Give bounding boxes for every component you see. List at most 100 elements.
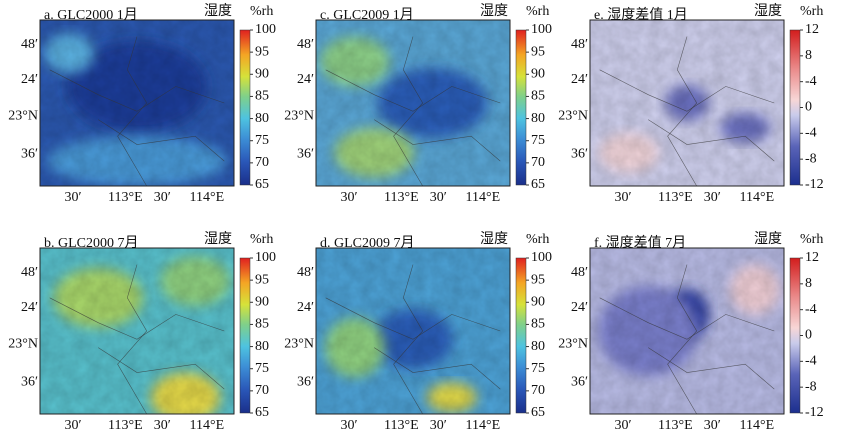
x-tick-label: 30′ — [704, 418, 721, 431]
colorbar-tick-label: -4 — [805, 74, 817, 89]
boundary — [374, 347, 501, 390]
colorbar-label: 湿度 — [480, 231, 508, 247]
y-tick-label: 23°N — [558, 336, 588, 351]
map — [590, 20, 784, 186]
colorbar — [515, 29, 527, 186]
colorbar — [789, 257, 801, 414]
x-tick-label: 30′ — [614, 418, 631, 431]
colorbar-tick-label: -4 — [805, 302, 817, 317]
map-texture — [40, 20, 234, 186]
y-tick-label: 36′ — [571, 147, 588, 162]
y-tick-label: 36′ — [571, 375, 588, 390]
colorbar-tick-label: -12 — [805, 177, 824, 192]
colorbar-tick-label: 65 — [531, 405, 545, 420]
x-tick-label: 113°E — [108, 418, 143, 431]
panel: b. GLC2000 7月 湿度 %rh 100 95 90 85 80 75 70 65 48′ 24… — [8, 231, 276, 431]
panel: c. GLC2009 1月 湿度 %rh 100 95 90 85 80 75 70 65 48′ 24… — [284, 3, 552, 205]
x-tick-label: 114°E — [466, 190, 501, 205]
colorbar-tick-label: 8 — [805, 48, 812, 63]
map-frame — [589, 247, 785, 415]
colorbar-tick-label: 70 — [531, 155, 545, 170]
colorbar-tick-label: 70 — [531, 383, 545, 398]
colorbar-tick-label: 65 — [255, 177, 269, 192]
colorbar-tick-label: 100 — [255, 22, 276, 37]
y-tick-label: 48′ — [571, 37, 588, 52]
colorbar-tick-label: 100 — [531, 22, 552, 37]
x-tick-label: 30′ — [154, 190, 171, 205]
colorbar-tick-label: 100 — [531, 250, 552, 265]
colorbar-tick-label: 70 — [255, 383, 269, 398]
x-tick-label: 113°E — [658, 418, 693, 431]
colorbar-tick-label: 75 — [255, 133, 269, 148]
map-frame — [39, 247, 235, 415]
colorbar-tick-label: 90 — [531, 67, 545, 82]
y-tick-label: 48′ — [571, 265, 588, 280]
panel: f. 湿度差值 7月 湿度 %rh 12 8 -4 0 -4 -8 -12 48′ 24′ 23°N 36… — [558, 231, 823, 431]
colorbar-label: 湿度 — [754, 231, 782, 247]
panel-title: b. GLC2000 7月 — [44, 235, 139, 251]
map-frame — [589, 19, 785, 187]
map-frame — [39, 19, 235, 187]
colorbar-tick-label: 80 — [255, 339, 269, 354]
x-tick-label: 30′ — [614, 190, 631, 205]
colorbar-tick-label: 12 — [805, 22, 819, 37]
x-tick-label: 114°E — [740, 190, 775, 205]
colorbar — [239, 29, 251, 186]
boundary — [49, 297, 225, 340]
x-tick-label: 113°E — [108, 190, 143, 205]
colorbar-label: 湿度 — [204, 3, 232, 19]
x-tick-label: 30′ — [340, 418, 357, 431]
colorbar-tick-label: 65 — [255, 405, 269, 420]
boundary — [117, 264, 148, 414]
map-texture — [590, 20, 784, 186]
map-frame — [315, 247, 511, 415]
x-tick-label: 30′ — [154, 418, 171, 431]
colorbar-tick-label: 95 — [531, 272, 545, 287]
panel: d. GLC2009 7月 湿度 %rh 100 95 90 85 80 75 70 65 48′ 24… — [284, 231, 552, 431]
colorbar-tick-label: 75 — [531, 133, 545, 148]
x-tick-label: 30′ — [704, 190, 721, 205]
map-texture — [40, 248, 234, 414]
y-tick-label: 23°N — [558, 108, 588, 123]
x-tick-label: 114°E — [190, 418, 225, 431]
boundary — [98, 347, 225, 390]
colorbar-unit: %rh — [800, 4, 823, 19]
map — [40, 248, 234, 414]
colorbar-tick-label: 8 — [805, 276, 812, 291]
x-tick-label: 113°E — [658, 190, 693, 205]
x-tick-label: 113°E — [384, 418, 419, 431]
colorbar-tick-label: 65 — [531, 177, 545, 192]
colorbar-tick-label: 90 — [531, 295, 545, 310]
y-tick-label: 24′ — [21, 300, 38, 315]
colorbar-tick-label: 75 — [255, 361, 269, 376]
y-tick-label: 24′ — [297, 72, 314, 87]
colorbar-tick-label: 85 — [531, 317, 545, 332]
colorbar-tick-label: 85 — [255, 89, 269, 104]
colorbar-label: 湿度 — [754, 3, 782, 19]
colorbar — [789, 29, 801, 186]
map — [316, 248, 510, 414]
boundary — [374, 119, 501, 162]
boundary — [49, 69, 225, 112]
y-tick-label: 48′ — [21, 265, 38, 280]
boundary — [648, 347, 775, 390]
colorbar — [515, 257, 527, 414]
panel-title: d. GLC2009 7月 — [320, 235, 415, 251]
x-tick-label: 30′ — [340, 190, 357, 205]
colorbar-tick-label: 0 — [805, 328, 812, 343]
boundary — [117, 36, 148, 186]
x-tick-label: 30′ — [430, 190, 447, 205]
boundary — [599, 69, 775, 112]
colorbar-label: 湿度 — [480, 3, 508, 19]
panel: a. GLC2000 1月 湿度 %rh 100 95 90 85 80 75 70 65 48′ 24… — [8, 3, 276, 205]
colorbar-tick-label: -8 — [805, 151, 817, 166]
colorbar-unit: %rh — [526, 4, 549, 19]
panel-title: f. 湿度差值 7月 — [594, 235, 686, 251]
y-tick-label: 23°N — [8, 108, 38, 123]
boundary — [599, 297, 775, 340]
colorbar-tick-label: 80 — [531, 111, 545, 126]
map-texture — [316, 248, 510, 414]
map-texture — [316, 20, 510, 186]
map-frame — [315, 19, 511, 187]
y-tick-label: 48′ — [297, 37, 314, 52]
